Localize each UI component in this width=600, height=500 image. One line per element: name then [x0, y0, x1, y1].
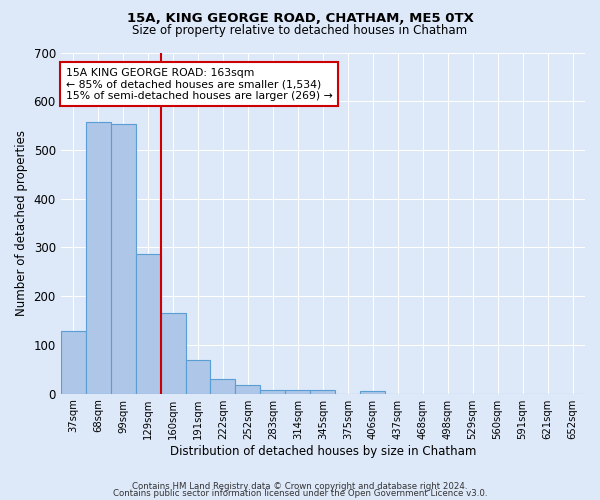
Bar [211, 378, 235, 394]
Text: 15A, KING GEORGE ROAD, CHATHAM, ME5 0TX: 15A, KING GEORGE ROAD, CHATHAM, ME5 0TX [127, 12, 473, 26]
Bar [260, 390, 286, 394]
Bar [185, 360, 211, 394]
Bar [110, 124, 136, 394]
Text: Contains HM Land Registry data © Crown copyright and database right 2024.: Contains HM Land Registry data © Crown c… [132, 482, 468, 491]
Text: 15A KING GEORGE ROAD: 163sqm
← 85% of detached houses are smaller (1,534)
15% of: 15A KING GEORGE ROAD: 163sqm ← 85% of de… [66, 68, 332, 101]
Bar [310, 390, 335, 394]
Text: Size of property relative to detached houses in Chatham: Size of property relative to detached ho… [133, 24, 467, 37]
X-axis label: Distribution of detached houses by size in Chatham: Distribution of detached houses by size … [170, 444, 476, 458]
Text: Contains public sector information licensed under the Open Government Licence v3: Contains public sector information licen… [113, 489, 487, 498]
Bar [161, 314, 185, 394]
Bar [360, 391, 385, 394]
Bar [86, 122, 110, 394]
Bar [136, 254, 161, 394]
Bar [286, 390, 310, 394]
Bar [235, 385, 260, 394]
Bar [61, 332, 86, 394]
Y-axis label: Number of detached properties: Number of detached properties [15, 130, 28, 316]
